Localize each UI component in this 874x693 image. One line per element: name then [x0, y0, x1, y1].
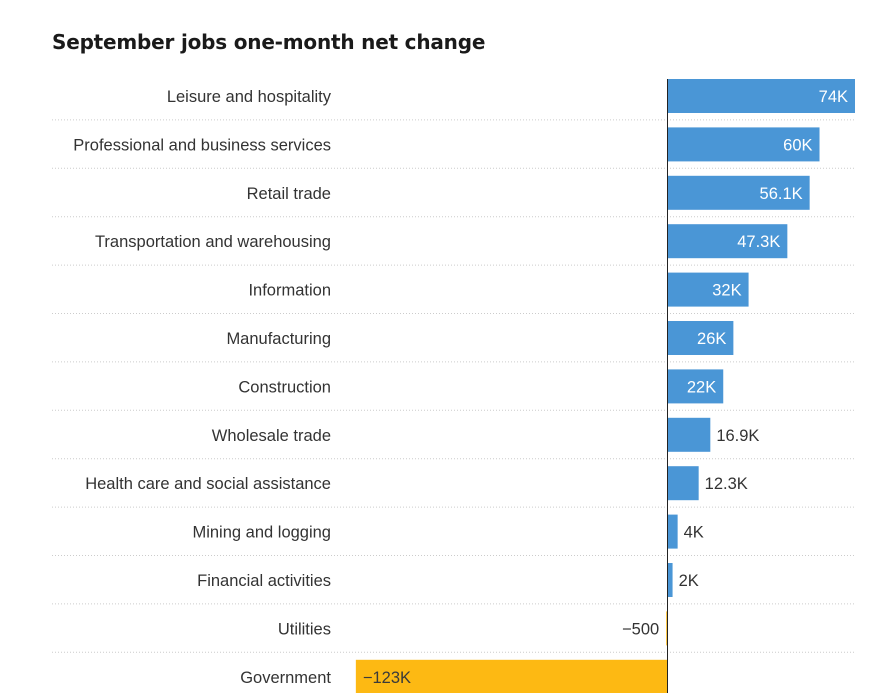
bar — [667, 417, 711, 452]
category-label: Government — [240, 669, 331, 687]
value-label: 16.9K — [716, 427, 759, 445]
bar — [667, 514, 678, 549]
value-label: 60K — [783, 136, 812, 154]
bar — [667, 272, 749, 307]
category-label: Utilities — [278, 620, 331, 638]
bar — [667, 466, 699, 501]
value-label: 56.1K — [760, 185, 803, 203]
category-label: Transportation and warehousing — [95, 233, 331, 251]
bar — [667, 79, 855, 113]
category-label: Information — [248, 282, 331, 300]
category-label: Professional and business services — [73, 136, 331, 154]
category-label: Wholesale trade — [212, 427, 331, 445]
bar — [667, 175, 810, 210]
value-label: 47.3K — [737, 233, 780, 251]
value-label: −123K — [363, 669, 411, 687]
bar — [667, 224, 788, 259]
value-label: 22K — [687, 378, 716, 396]
category-label: Construction — [238, 378, 331, 396]
bar — [667, 127, 820, 162]
value-label: 12.3K — [705, 475, 748, 493]
value-label: 26K — [697, 330, 726, 348]
value-label: 4K — [684, 524, 704, 542]
category-label: Retail trade — [247, 185, 331, 203]
value-label: 2K — [679, 572, 699, 590]
bar — [667, 321, 734, 355]
category-label: Financial activities — [197, 572, 331, 590]
bar — [667, 563, 673, 597]
chart-title: September jobs one-month net change — [52, 30, 486, 54]
category-label: Mining and logging — [192, 524, 331, 542]
bar — [355, 659, 668, 693]
value-label: −500 — [622, 620, 659, 638]
category-label: Leisure and hospitality — [167, 88, 332, 106]
bar — [667, 369, 724, 404]
value-label: 32K — [712, 282, 741, 300]
bar — [666, 611, 668, 646]
value-label: 74K — [819, 88, 848, 106]
category-label: Health care and social assistance — [85, 475, 331, 493]
category-label: Manufacturing — [226, 330, 331, 348]
